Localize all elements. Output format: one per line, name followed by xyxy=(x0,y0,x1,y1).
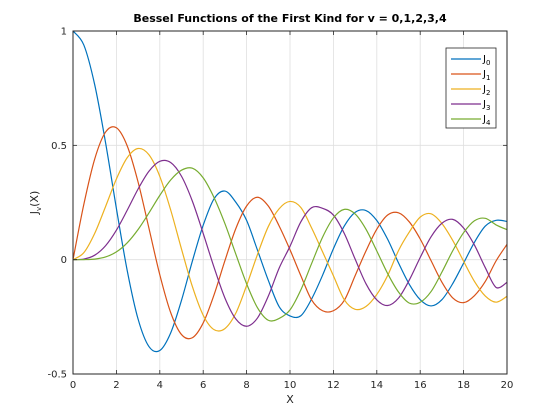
chart-title: Bessel Functions of the First Kind for v… xyxy=(133,12,447,25)
ticks: 0 2 4 6 8 10 12 14 16 18 20-0.500.51 xyxy=(47,27,513,392)
x-tick-label: 16 xyxy=(414,380,427,391)
x-tick-label: 20 xyxy=(501,380,514,391)
x-tick-label: 4 xyxy=(157,380,163,391)
x-tick-label: 10 xyxy=(284,380,297,391)
y-axis-label: Jv(X) xyxy=(28,191,43,216)
y-tick-label: 1 xyxy=(61,27,67,38)
legend-label-j4: J4 xyxy=(482,114,491,127)
legend-label-j3: J3 xyxy=(482,99,490,112)
x-tick-label: 2 xyxy=(113,380,119,391)
legend-label-j2: J2 xyxy=(482,84,490,97)
x-tick-label: 14 xyxy=(370,380,383,391)
x-axis-label: X xyxy=(286,393,294,406)
x-tick-label: 18 xyxy=(457,380,470,391)
legend-label-j1: J1 xyxy=(482,69,490,82)
y-tick-label: -0.5 xyxy=(47,370,67,381)
legend-label-j0: J0 xyxy=(482,54,490,67)
y-axis-label-base: J xyxy=(28,211,41,215)
y-tick-label: 0 xyxy=(61,255,67,266)
series-line-j3 xyxy=(72,159,508,327)
legend-box xyxy=(445,47,497,129)
x-tick-label: 8 xyxy=(243,380,249,391)
y-axis-label-suffix: (X) xyxy=(28,191,41,207)
x-tick-label: 12 xyxy=(327,380,340,391)
x-tick-label: 0 xyxy=(70,380,76,391)
series-line-j2 xyxy=(72,147,508,332)
series-line-j4 xyxy=(72,167,508,322)
x-tick-label: 6 xyxy=(200,380,206,391)
series-line-j1 xyxy=(72,126,508,340)
legend: J0 J1 J2 J3 J4 xyxy=(445,47,497,129)
y-tick-label: 0.5 xyxy=(51,141,67,152)
series-line-j0 xyxy=(72,30,508,353)
plot-area xyxy=(72,30,508,353)
y-axis-label-sub: v xyxy=(35,207,43,211)
